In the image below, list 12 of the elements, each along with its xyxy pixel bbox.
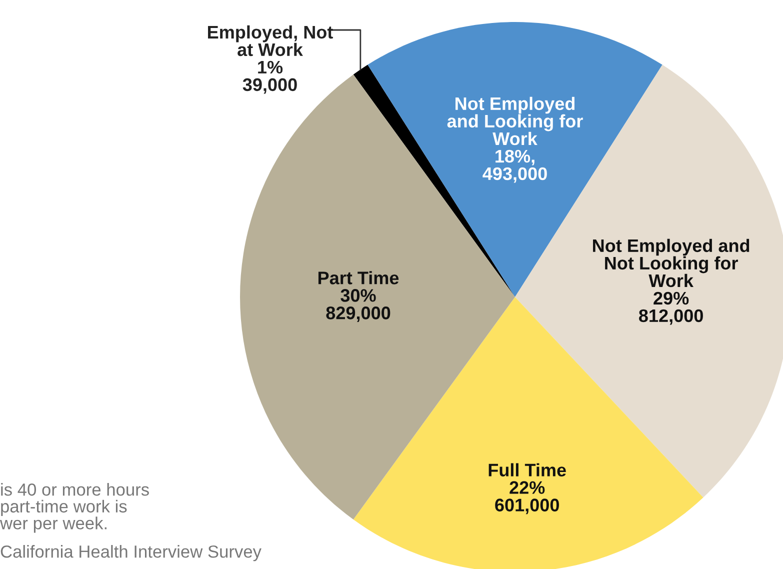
slice-label: Not Employed and Looking for Work (447, 96, 583, 146)
slice-label: Full Time (488, 463, 566, 476)
slice-label: Employed, Not at Work (208, 25, 333, 56)
slice-label: Not Employed and Not Looking for Work (593, 238, 750, 288)
text: is 40 or more hours part-time work is wer per week. (0, 483, 149, 533)
data-label: 30% 829,000 (326, 289, 390, 322)
slice-label: Part Time (318, 271, 399, 284)
text: California Health Interview Survey (0, 545, 262, 562)
data-label: 1% 39,000 (242, 60, 297, 94)
data-label: 18%, 493,000 (482, 150, 547, 183)
data-label: 22% 601,000 (495, 481, 559, 514)
data-label: 29% 812,000 (638, 292, 703, 325)
